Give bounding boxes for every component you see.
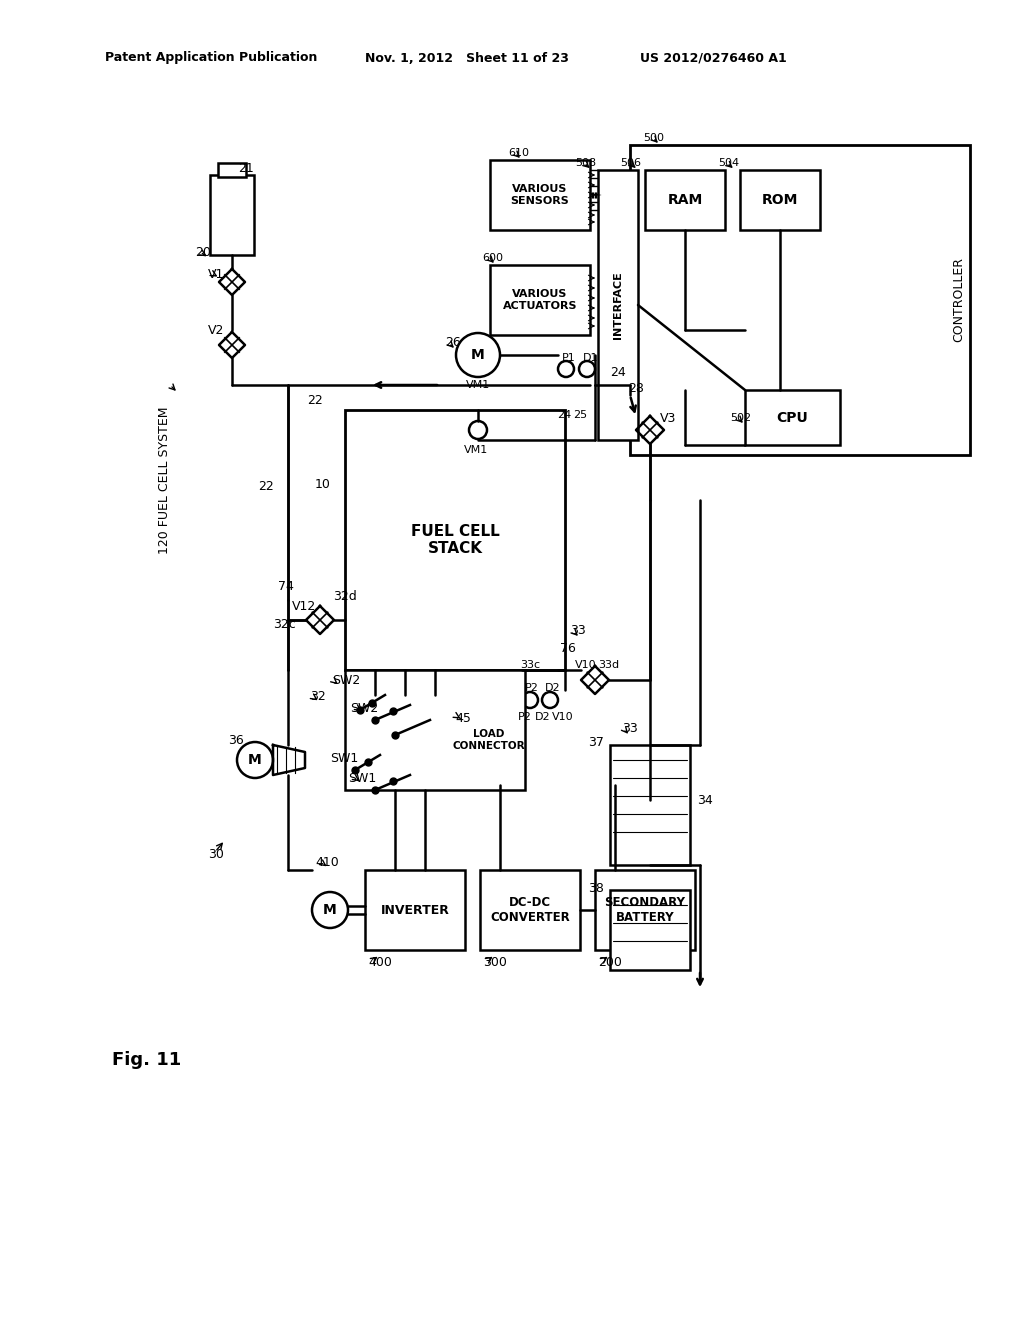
Text: D1: D1: [583, 352, 598, 363]
Bar: [455, 696, 523, 785]
Text: 36: 36: [228, 734, 244, 747]
Bar: [218, 162, 246, 177]
Text: 21: 21: [238, 161, 254, 174]
Bar: [630, 145, 970, 455]
Text: 24: 24: [610, 366, 626, 379]
Text: 300: 300: [483, 956, 507, 969]
Text: 38: 38: [588, 882, 604, 895]
Text: Nov. 1, 2012   Sheet 11 of 23: Nov. 1, 2012 Sheet 11 of 23: [365, 51, 569, 65]
Text: Fig. 11: Fig. 11: [112, 1051, 181, 1069]
Text: V2: V2: [208, 323, 224, 337]
Text: 500: 500: [643, 133, 664, 143]
Bar: [365, 870, 465, 950]
Text: V10: V10: [552, 711, 573, 722]
Bar: [740, 170, 820, 230]
Text: 32c: 32c: [273, 619, 296, 631]
Text: 508: 508: [575, 158, 596, 168]
Text: LOAD
CONNECTOR: LOAD CONNECTOR: [453, 729, 525, 751]
Text: D2: D2: [545, 682, 560, 693]
Text: 120 FUEL CELL SYSTEM: 120 FUEL CELL SYSTEM: [159, 407, 171, 554]
Text: ROM: ROM: [762, 193, 798, 207]
Text: US 2012/0276460 A1: US 2012/0276460 A1: [640, 51, 786, 65]
Text: 502: 502: [730, 413, 752, 422]
Text: 28: 28: [628, 381, 644, 395]
Text: CPU: CPU: [776, 411, 808, 425]
Text: P2: P2: [518, 711, 531, 722]
Text: P1: P1: [562, 352, 575, 363]
Text: 33: 33: [622, 722, 638, 734]
Text: 506: 506: [620, 158, 641, 168]
Text: V12: V12: [292, 599, 316, 612]
Text: SW1: SW1: [348, 771, 376, 784]
Bar: [210, 176, 254, 255]
Text: 600: 600: [482, 253, 503, 263]
Text: RAM: RAM: [668, 193, 702, 207]
Text: V3: V3: [660, 412, 677, 425]
Text: 26: 26: [445, 335, 461, 348]
Text: 34: 34: [697, 793, 713, 807]
Text: 200: 200: [598, 956, 622, 969]
Text: SW2: SW2: [350, 701, 378, 714]
Text: M: M: [248, 752, 262, 767]
Text: VARIOUS
ACTUATORS: VARIOUS ACTUATORS: [503, 289, 578, 310]
Text: FUEL CELL
STACK: FUEL CELL STACK: [411, 524, 500, 556]
Text: SW2: SW2: [332, 673, 360, 686]
Bar: [598, 170, 638, 440]
Text: 74: 74: [278, 579, 294, 593]
Bar: [745, 389, 840, 445]
Text: 25: 25: [573, 411, 587, 420]
Bar: [610, 890, 690, 970]
Text: SECONDARY
BATTERY: SECONDARY BATTERY: [604, 896, 685, 924]
Text: INTERFACE: INTERFACE: [613, 271, 623, 339]
Text: 37: 37: [588, 735, 604, 748]
Text: 410: 410: [315, 855, 339, 869]
Text: VARIOUS
SENSORS: VARIOUS SENSORS: [511, 185, 569, 206]
Text: 24: 24: [557, 411, 571, 420]
Text: VM1: VM1: [464, 445, 488, 455]
Bar: [490, 160, 590, 230]
Text: V1: V1: [208, 268, 224, 281]
Bar: [345, 411, 565, 671]
Text: 400: 400: [368, 956, 392, 969]
Text: V10: V10: [575, 660, 597, 671]
Text: 20: 20: [195, 246, 211, 259]
Text: SW1: SW1: [330, 751, 358, 764]
Bar: [645, 170, 725, 230]
Text: CONTROLLER: CONTROLLER: [952, 257, 965, 342]
Text: 22: 22: [258, 480, 273, 494]
Text: 610: 610: [508, 148, 529, 158]
Text: 32: 32: [310, 690, 326, 704]
Text: 504: 504: [718, 158, 739, 168]
Text: INVERTER: INVERTER: [381, 903, 450, 916]
Bar: [490, 265, 590, 335]
Text: D2: D2: [535, 711, 551, 722]
Text: 33c: 33c: [520, 660, 540, 671]
Text: 30: 30: [208, 849, 224, 862]
Text: 32d: 32d: [333, 590, 356, 603]
Bar: [610, 744, 690, 865]
Text: 76: 76: [560, 642, 575, 655]
Text: M: M: [471, 348, 485, 362]
Text: 22: 22: [307, 393, 323, 407]
Text: 33d: 33d: [598, 660, 620, 671]
Text: P2: P2: [525, 682, 539, 693]
Bar: [595, 870, 695, 950]
Text: 10: 10: [315, 479, 331, 491]
Text: M: M: [324, 903, 337, 917]
Bar: [345, 671, 525, 789]
Bar: [480, 870, 580, 950]
Text: Patent Application Publication: Patent Application Publication: [105, 51, 317, 65]
Text: 45: 45: [455, 711, 471, 725]
Text: 33: 33: [570, 623, 586, 636]
Text: VM1: VM1: [466, 380, 490, 389]
Text: DC-DC
CONVERTER: DC-DC CONVERTER: [490, 896, 570, 924]
